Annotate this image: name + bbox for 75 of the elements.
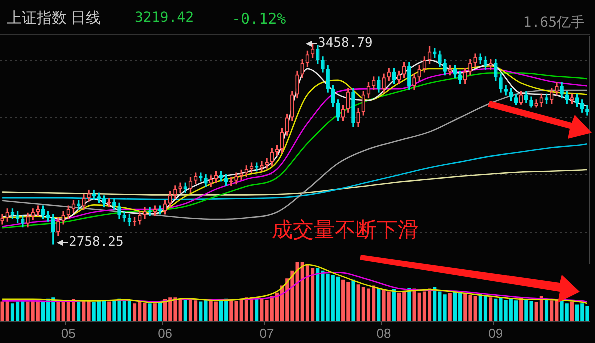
candlestick	[534, 100, 538, 108]
bar	[448, 293, 452, 322]
candlestick	[219, 171, 224, 182]
candlestick	[143, 207, 147, 220]
candlestick	[209, 176, 213, 188]
bar	[148, 304, 152, 322]
text: 1.65亿手	[523, 14, 585, 32]
candlestick	[586, 105, 590, 116]
candlestick	[260, 161, 264, 172]
bar	[443, 294, 447, 322]
candlestick	[112, 198, 116, 210]
candlestick	[56, 217, 60, 236]
candlestick	[250, 162, 254, 174]
annotation: 2758.25	[69, 235, 124, 250]
candlestick	[31, 208, 35, 220]
candlestick	[296, 70, 300, 99]
candlestick	[234, 172, 238, 185]
candlestick	[174, 186, 178, 199]
candlestick	[530, 96, 534, 108]
candlestick	[412, 74, 416, 90]
candlestick	[504, 85, 508, 96]
annotation: 成交量不断下滑	[272, 218, 419, 244]
text: 3219.42	[135, 10, 194, 26]
candlestick	[544, 94, 549, 104]
bar	[489, 298, 493, 322]
bar	[570, 302, 574, 322]
candlestick	[52, 214, 56, 245]
candlestick	[62, 211, 66, 225]
candlestick	[474, 54, 478, 68]
annotation: 3458.79	[318, 36, 373, 51]
x-tick-label: 06	[158, 326, 173, 341]
bar	[255, 298, 259, 322]
candlestick	[408, 62, 412, 90]
bar	[377, 288, 381, 322]
candlestick	[265, 158, 269, 169]
candlestick	[204, 174, 208, 188]
candlestick	[443, 59, 447, 76]
candlestick	[240, 170, 244, 180]
candlestick	[87, 190, 91, 202]
candlestick	[290, 91, 294, 122]
x-tick-label: 09	[488, 326, 504, 341]
candlestick	[82, 194, 86, 210]
bar	[392, 289, 396, 322]
candlestick	[352, 88, 356, 128]
candlestick	[26, 212, 30, 228]
candlestick	[321, 56, 325, 73]
bar	[108, 302, 112, 322]
candlestick	[524, 91, 528, 104]
text: -0.12%	[232, 10, 286, 28]
bar	[184, 300, 188, 322]
candlestick	[118, 202, 122, 220]
candlestick	[560, 82, 564, 99]
candlestick	[178, 182, 182, 194]
candlestick	[382, 74, 386, 93]
candlestick	[468, 59, 472, 76]
candlestick	[0, 214, 4, 225]
x-tick-label: 07	[260, 326, 274, 341]
candlestick	[356, 108, 360, 128]
candlestick	[499, 74, 503, 93]
bar	[153, 304, 157, 322]
bar	[352, 280, 356, 322]
candlestick	[555, 82, 559, 96]
x-tick-label: 08	[376, 326, 392, 341]
candlestick	[326, 65, 330, 93]
candlestick	[438, 50, 442, 68]
candlestick	[346, 88, 350, 113]
candlestick	[570, 94, 574, 104]
candlestick	[387, 68, 391, 82]
bar	[77, 302, 81, 322]
candlestick	[377, 76, 381, 93]
x-tick-label: 05	[61, 326, 76, 341]
candlestick	[494, 59, 498, 82]
bar	[158, 302, 162, 322]
candlestick	[92, 190, 96, 200]
chart-title: 上证指数 日线	[7, 9, 102, 28]
